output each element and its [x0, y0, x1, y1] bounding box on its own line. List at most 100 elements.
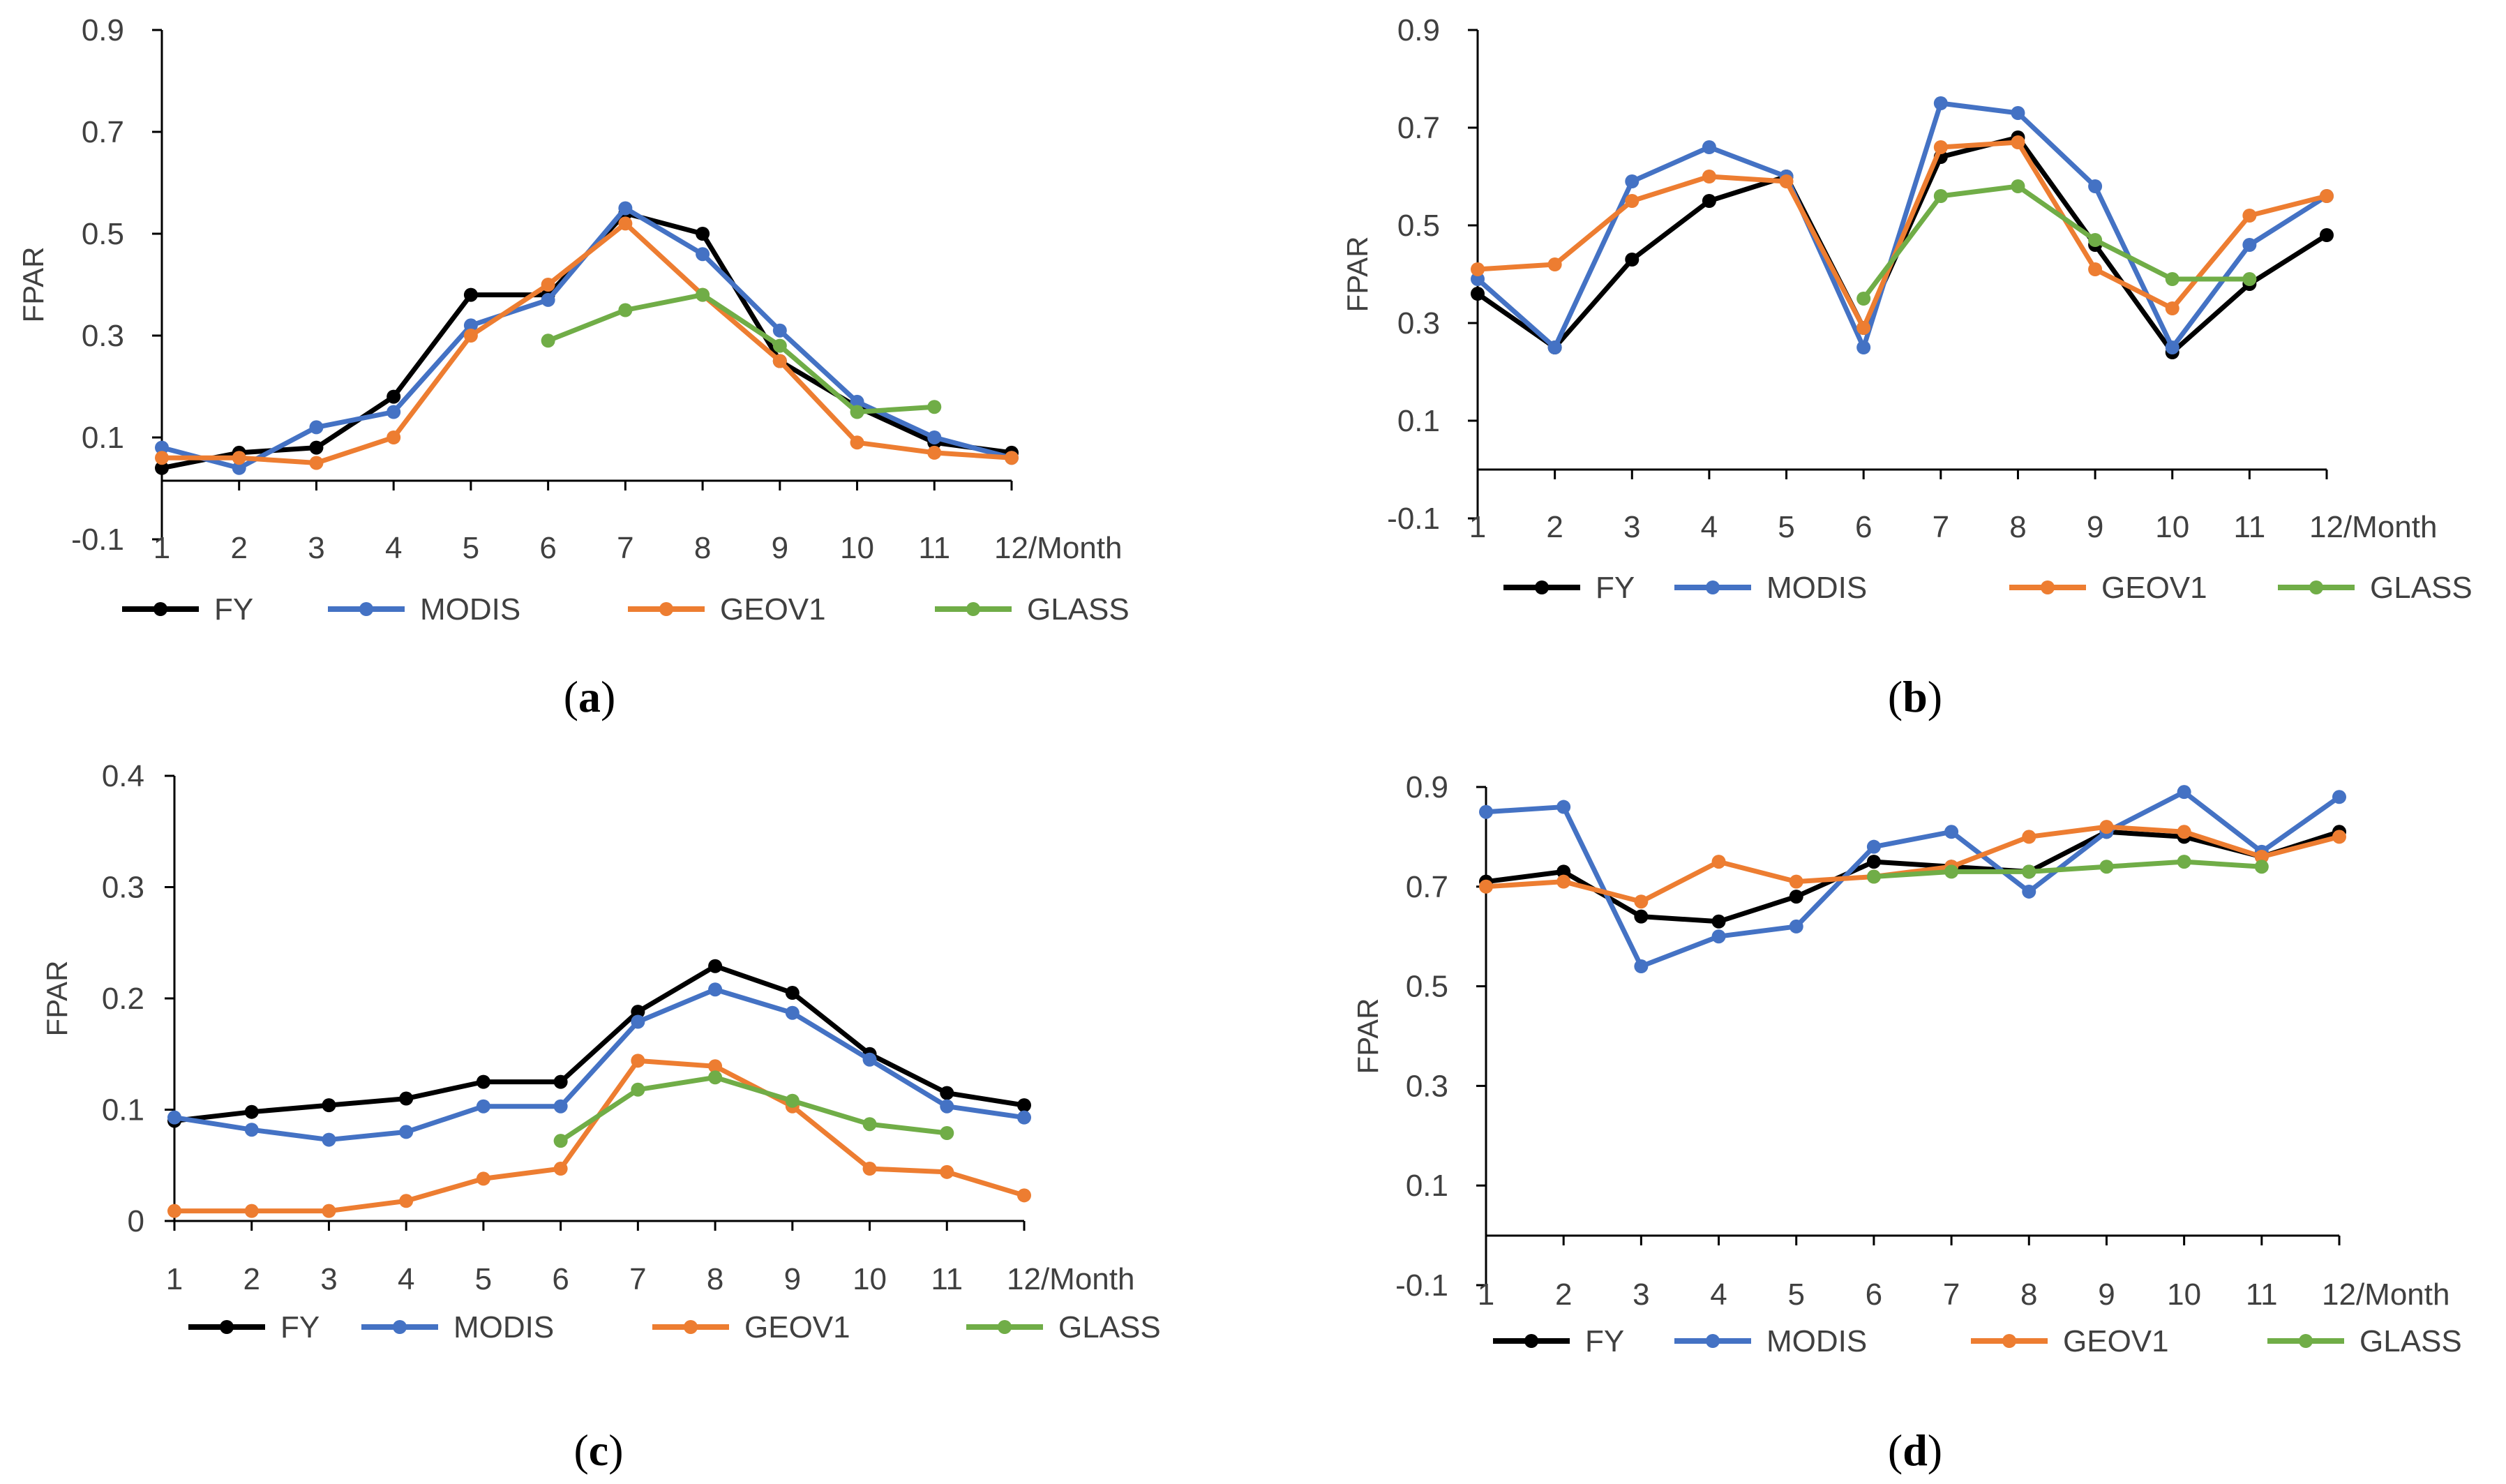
- data-point: [1866, 869, 1881, 884]
- y-axis-label: FPAR: [1351, 998, 1384, 1074]
- data-point: [708, 1059, 723, 1074]
- data-point: [2254, 860, 2269, 874]
- data-point: [618, 201, 633, 216]
- data-point: [244, 1204, 259, 1218]
- caption-paren: ): [1928, 1425, 1942, 1475]
- legend-swatch-marker: [2002, 1334, 2016, 1348]
- data-point: [1017, 1188, 1031, 1203]
- x-tick-label: 12/Month: [1007, 1262, 1134, 1296]
- data-point: [927, 430, 942, 444]
- x-tick-label: 2: [230, 531, 247, 565]
- data-point: [1556, 800, 1571, 814]
- data-point: [1547, 340, 1562, 354]
- x-tick-label: 1: [1478, 1277, 1494, 1312]
- x-tick-label: 12/Month: [2309, 510, 2437, 544]
- data-point: [1789, 890, 1803, 904]
- data-point: [631, 1005, 645, 1019]
- y-axis-label: FPAR: [40, 961, 73, 1037]
- caption-letter: a: [578, 672, 601, 721]
- data-point: [785, 1005, 800, 1020]
- series-modis: [167, 982, 1031, 1147]
- data-point: [708, 959, 723, 973]
- legend-label: GEOV1: [2063, 1324, 2169, 1358]
- data-point: [322, 1204, 336, 1218]
- data-point: [1711, 855, 1726, 869]
- x-tick-label: 8: [694, 531, 711, 565]
- data-point: [1702, 140, 1716, 154]
- series-modis: [155, 201, 1019, 475]
- x-tick-label: 3: [308, 531, 324, 565]
- data-point: [2177, 855, 2191, 869]
- legend-swatch-marker: [2041, 580, 2055, 594]
- series-line: [1485, 829, 2341, 924]
- data-point: [399, 1091, 414, 1106]
- series-line: [174, 964, 1025, 1123]
- data-point: [2177, 785, 2191, 800]
- data-point: [2011, 179, 2025, 193]
- data-point: [155, 440, 169, 455]
- legend-swatch-marker: [966, 602, 980, 616]
- data-point: [399, 1194, 414, 1208]
- data-point: [1634, 959, 1649, 974]
- x-tick-label: 3: [1633, 1277, 1649, 1312]
- x-tick-label: 1: [153, 531, 170, 565]
- data-point: [1634, 894, 1649, 909]
- legend-label: GLASS: [1058, 1310, 1161, 1344]
- x-tick-label: 2: [1555, 1277, 1572, 1312]
- x-tick-label: 3: [1623, 510, 1640, 544]
- data-point: [2165, 340, 2179, 354]
- data-point: [553, 1162, 568, 1176]
- data-point: [309, 420, 324, 435]
- legend-swatch-marker: [2299, 1334, 2313, 1348]
- data-point: [2320, 228, 2334, 242]
- x-tick-label: 9: [2087, 510, 2103, 544]
- x-tick-label: 2: [1546, 510, 1563, 544]
- data-point: [476, 1171, 490, 1186]
- data-point: [1789, 919, 1803, 934]
- y-tick-label: 0.4: [102, 759, 144, 793]
- data-point: [2011, 135, 2025, 149]
- legend-swatch-marker: [684, 1320, 698, 1334]
- data-point: [244, 1104, 259, 1119]
- data-point: [2242, 272, 2257, 286]
- series-line: [1485, 789, 2341, 969]
- x-tick-label: 6: [539, 531, 556, 565]
- data-point: [2242, 238, 2257, 252]
- data-point: [772, 354, 787, 368]
- data-point: [2177, 825, 2191, 839]
- y-tick-label: 0.1: [102, 1093, 144, 1127]
- y-axis-label: FPAR: [1341, 237, 1374, 313]
- data-point: [1556, 874, 1571, 889]
- data-point: [553, 1099, 568, 1114]
- data-point: [463, 318, 478, 333]
- caption-letter: d: [1903, 1425, 1928, 1475]
- data-point: [772, 338, 787, 353]
- data-point: [1479, 804, 1493, 819]
- data-point: [1856, 340, 1871, 354]
- legend-label: GEOV1: [720, 592, 826, 627]
- data-point: [1556, 864, 1571, 879]
- data-point: [1856, 292, 1871, 306]
- data-point: [167, 1204, 181, 1218]
- legend: FY MODIS GEOV1 GLASS: [122, 592, 1130, 627]
- data-point: [553, 1074, 568, 1089]
- data-point: [1856, 321, 1871, 335]
- caption-paren: ): [608, 1425, 623, 1475]
- data-point: [541, 292, 555, 307]
- legend-swatch-marker: [1524, 1334, 1538, 1348]
- data-point: [940, 1125, 954, 1140]
- data-point: [785, 1093, 800, 1108]
- series-line: [1485, 824, 2340, 904]
- y-tick-label: 0.3: [102, 871, 144, 905]
- data-point: [2099, 820, 2114, 834]
- data-point: [2332, 830, 2346, 844]
- y-tick-label: 0.3: [82, 319, 124, 353]
- data-point: [463, 287, 478, 302]
- caption-paren: ): [601, 672, 615, 721]
- legend-label: FY: [214, 592, 253, 627]
- legend-swatch-marker: [393, 1320, 407, 1334]
- x-tick-label: 11: [2234, 510, 2266, 544]
- data-point: [155, 460, 169, 475]
- data-point: [2088, 262, 2103, 276]
- data-point: [1471, 272, 1485, 286]
